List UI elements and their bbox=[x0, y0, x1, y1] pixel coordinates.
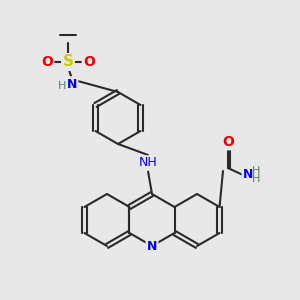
Text: O: O bbox=[41, 55, 53, 69]
Text: O: O bbox=[83, 55, 95, 69]
Text: H: H bbox=[252, 166, 260, 176]
Text: H: H bbox=[58, 81, 66, 91]
Text: N: N bbox=[243, 169, 253, 182]
Text: N: N bbox=[147, 239, 157, 253]
Text: S: S bbox=[62, 55, 74, 70]
Text: H: H bbox=[252, 174, 260, 184]
Text: N: N bbox=[67, 77, 77, 91]
Text: O: O bbox=[222, 135, 234, 149]
Text: NH: NH bbox=[139, 157, 158, 169]
